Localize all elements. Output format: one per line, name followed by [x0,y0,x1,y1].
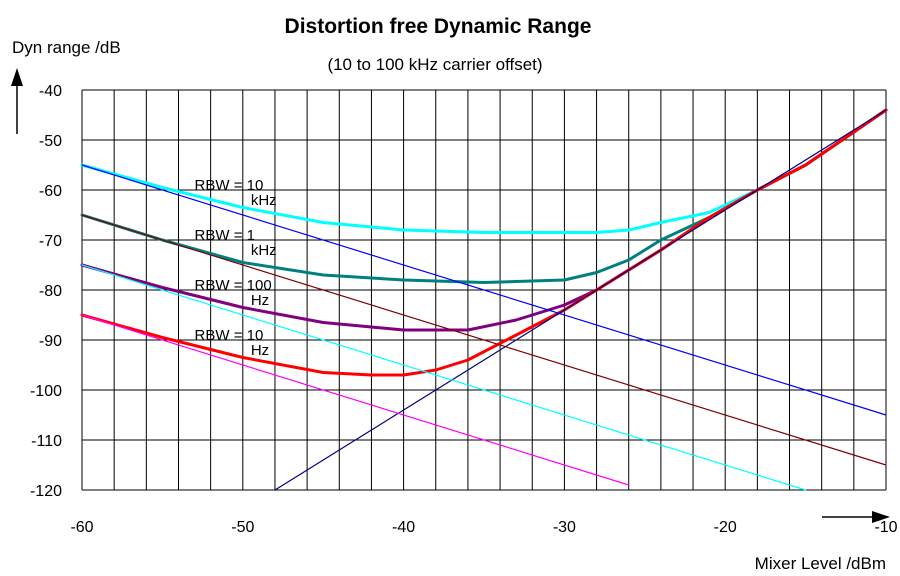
y-tick-label: -60 [39,183,62,200]
x-tick-label: -50 [231,519,254,536]
series-line-8 [81,314,630,486]
y-tick-label: -120 [30,483,62,500]
rbw-annotation: kHz [251,242,277,259]
series-line-4 [274,109,887,491]
rbw-annotation: Hz [251,342,269,359]
chart-title: Distortion free Dynamic Range [285,15,592,38]
y-axis-label: Dyn range /dB [12,38,121,57]
y-tick-label: -110 [31,433,62,450]
y-tick-label: -100 [30,383,62,400]
rbw-annotation: RBW = 1 [195,227,255,244]
chart-subtitle: (10 to 100 kHz carrier offset) [327,55,542,74]
series-line-2 [80,108,888,332]
rbw-annotation: Hz [251,292,269,309]
y-tick-label: -70 [39,233,62,250]
series-line-5 [81,164,887,416]
rbw-annotation: RBW = 100 [195,277,272,294]
y-tick-label: -40 [39,83,62,100]
x-tick-label: -60 [70,519,93,536]
rbw-annotation: RBW = 10 [195,327,264,344]
series-lines [80,108,888,491]
rbw-annotation: RBW = 10 [195,177,264,194]
series-line-6 [81,214,887,466]
series-line-0 [80,108,888,234]
x-axis-label: Mixer Level /dBm [755,554,886,573]
y-tick-label: -50 [39,133,62,150]
plot-grid [81,89,887,491]
x-tick-label: -40 [392,519,415,536]
x-tick-labels: -60 -50 -40 -30 -20 -10 [70,519,897,536]
rbw-annotation: kHz [251,192,277,209]
x-tick-label: -30 [553,519,576,536]
series-line-7 [81,264,807,491]
y-tick-labels: -40 -50 -60 -70 -80 -90 -100 -110 -120 [30,83,62,500]
y-tick-label: -80 [39,283,62,300]
y-tick-label: -90 [39,333,62,350]
x-axis-arrow [822,511,890,523]
x-tick-label: -20 [714,519,737,536]
series-line-3 [80,108,888,377]
y-axis-arrow [11,68,23,134]
x-tick-label: -10 [874,519,897,536]
